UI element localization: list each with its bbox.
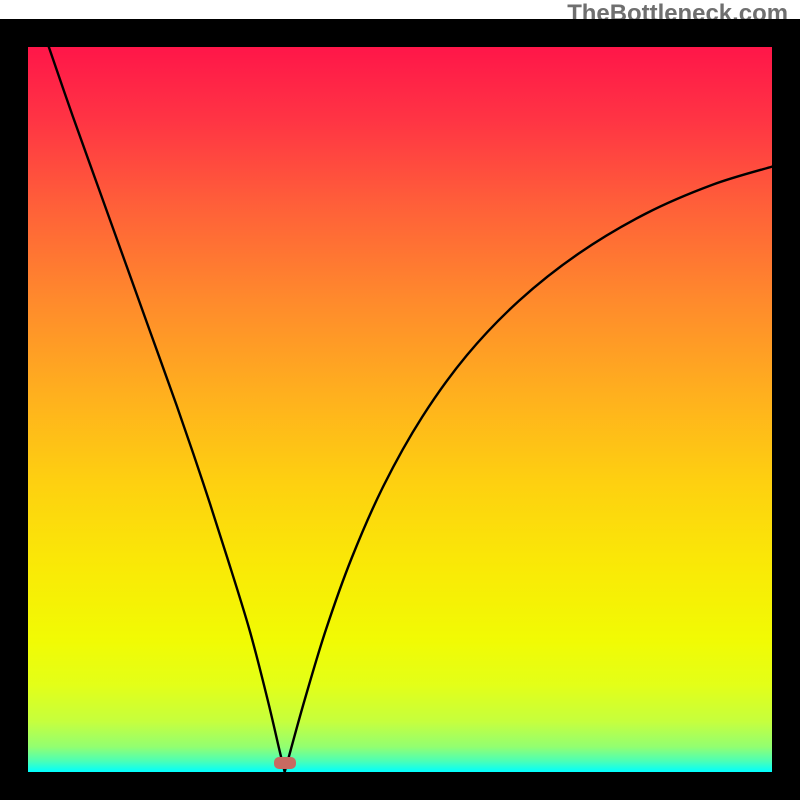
bottleneck-curve — [28, 47, 772, 772]
optimal-point-marker — [274, 757, 296, 769]
plot-area — [28, 47, 772, 772]
